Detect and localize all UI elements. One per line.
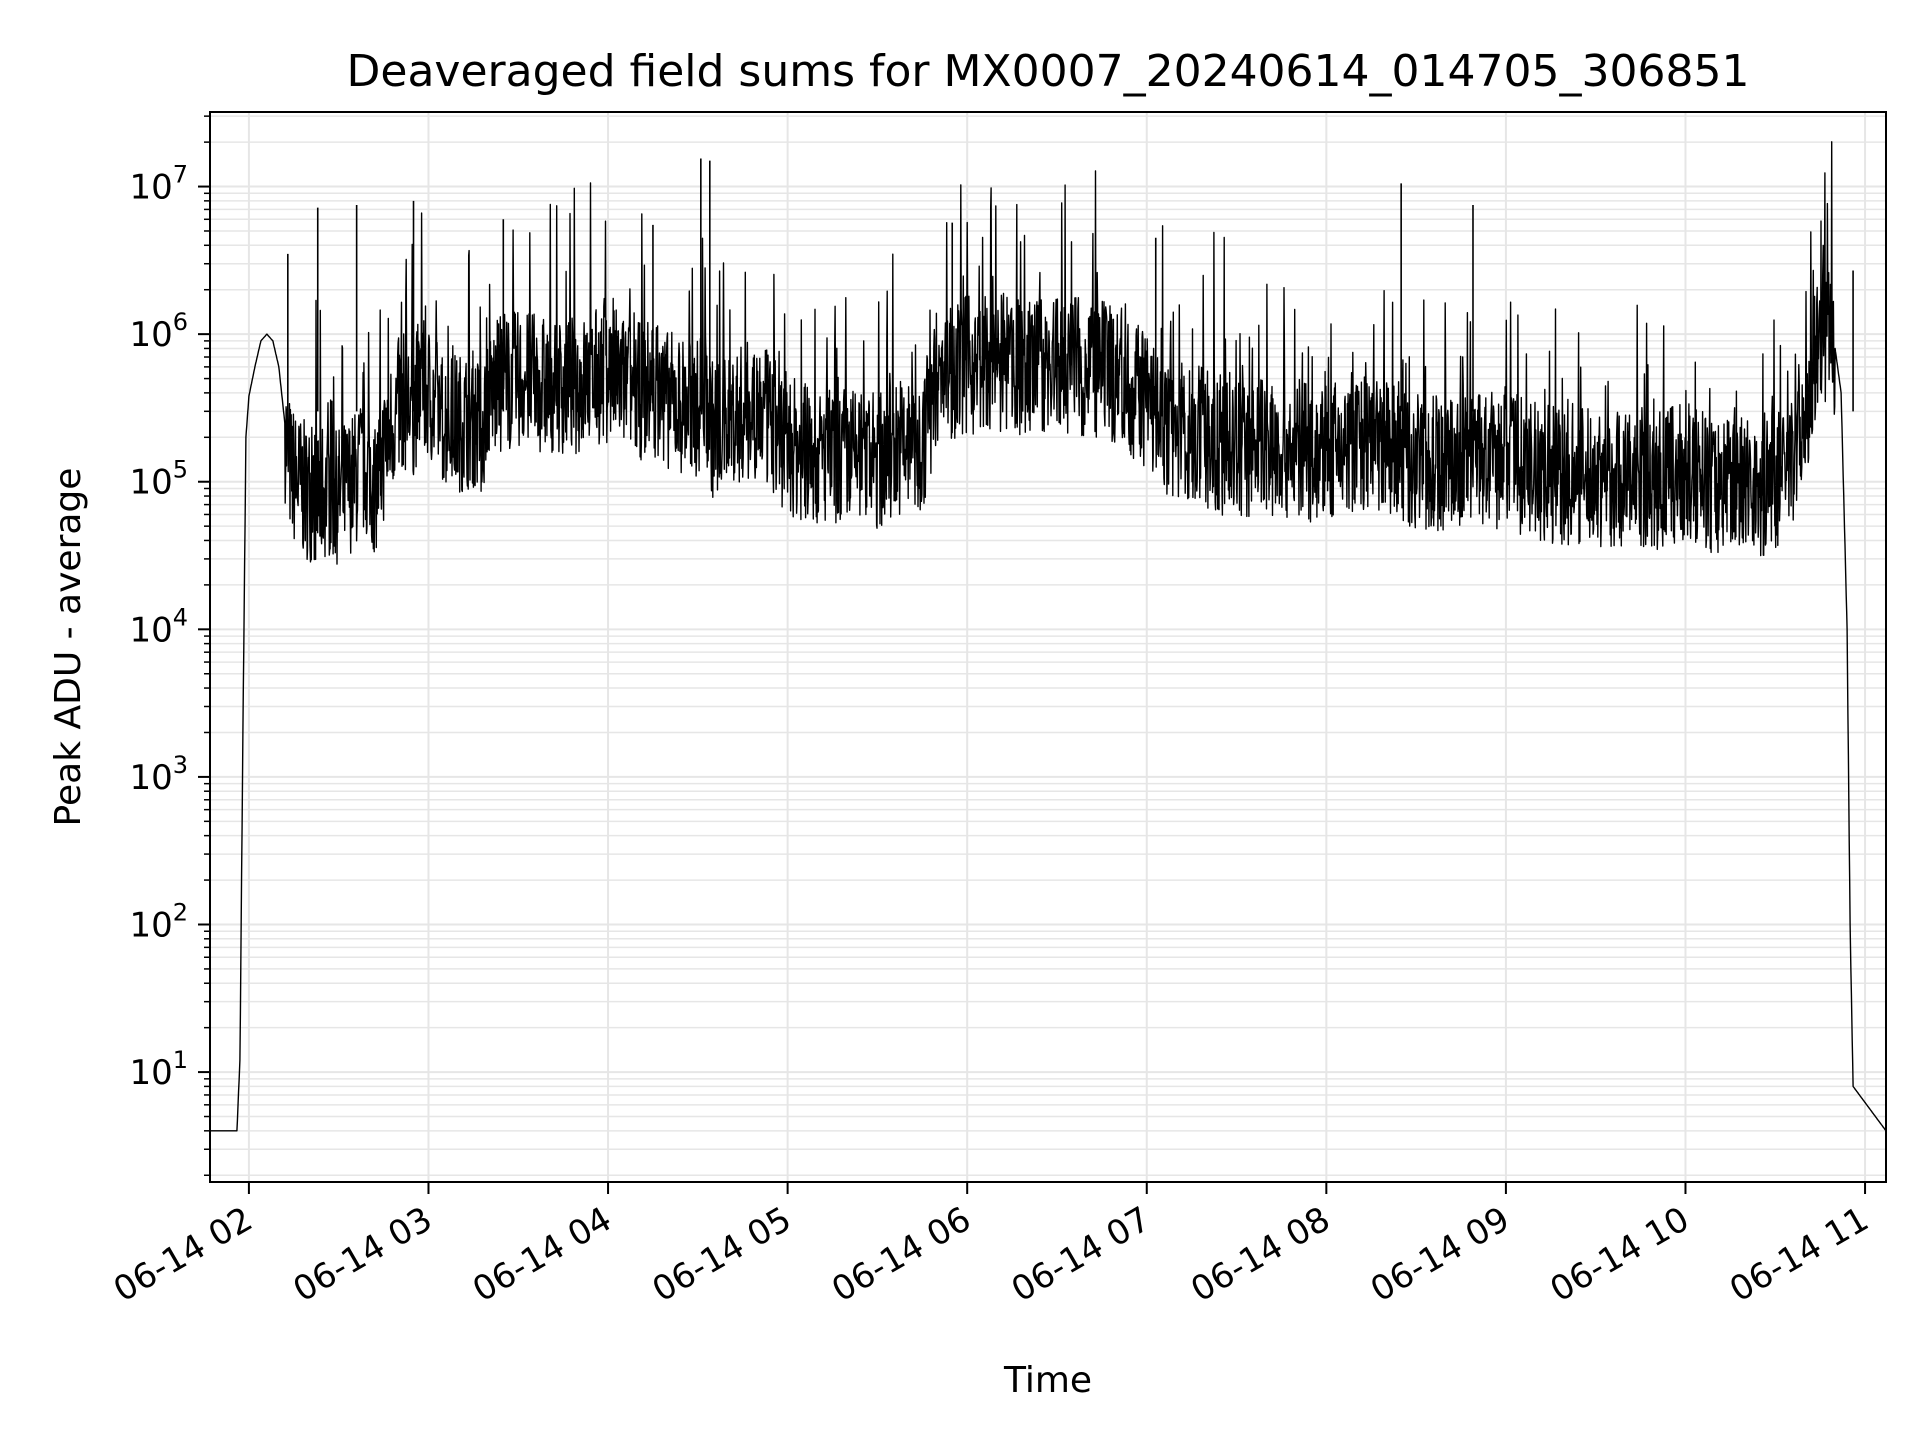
x-tick-label: 06-14 04 bbox=[466, 1199, 618, 1310]
y-tick-label: 104 bbox=[129, 603, 188, 650]
x-tick-label: 06-14 06 bbox=[825, 1199, 977, 1310]
x-tick-label: 06-14 07 bbox=[1005, 1199, 1157, 1310]
x-tick-label: 06-14 08 bbox=[1184, 1199, 1336, 1310]
x-tick-label: 06-14 09 bbox=[1364, 1199, 1516, 1310]
y-ticks: 101 102 103 104 105 106 107 bbox=[129, 115, 210, 1176]
y-tick-label: 107 bbox=[129, 161, 188, 208]
axes-frame bbox=[209, 111, 1887, 1183]
y-tick-label: 102 bbox=[129, 898, 188, 945]
x-axis-label: Time bbox=[1003, 1360, 1092, 1401]
y-tick-label: 103 bbox=[129, 751, 188, 798]
chart-title: Deaveraged field sums for MX0007_2024061… bbox=[347, 46, 1750, 97]
y-tick-label: 101 bbox=[129, 1046, 188, 1093]
x-tick-label: 06-14 11 bbox=[1723, 1199, 1875, 1310]
y-tick-label: 105 bbox=[129, 456, 188, 503]
grid-lines bbox=[210, 112, 1886, 1182]
x-tick-label: 06-14 03 bbox=[287, 1199, 439, 1310]
y-tick-label: 106 bbox=[129, 308, 188, 355]
x-tick-label: 06-14 10 bbox=[1544, 1199, 1696, 1310]
x-ticks: 06-14 02 06-14 03 06-14 04 06-14 05 06-14 06… bbox=[107, 1182, 1876, 1310]
series-line bbox=[209, 141, 1887, 1132]
series-layer bbox=[209, 141, 1887, 1132]
x-tick-label: 06-14 02 bbox=[107, 1199, 259, 1310]
y-axis-label: Peak ADU - average bbox=[48, 468, 89, 827]
x-tick-label: 06-14 05 bbox=[646, 1199, 798, 1310]
